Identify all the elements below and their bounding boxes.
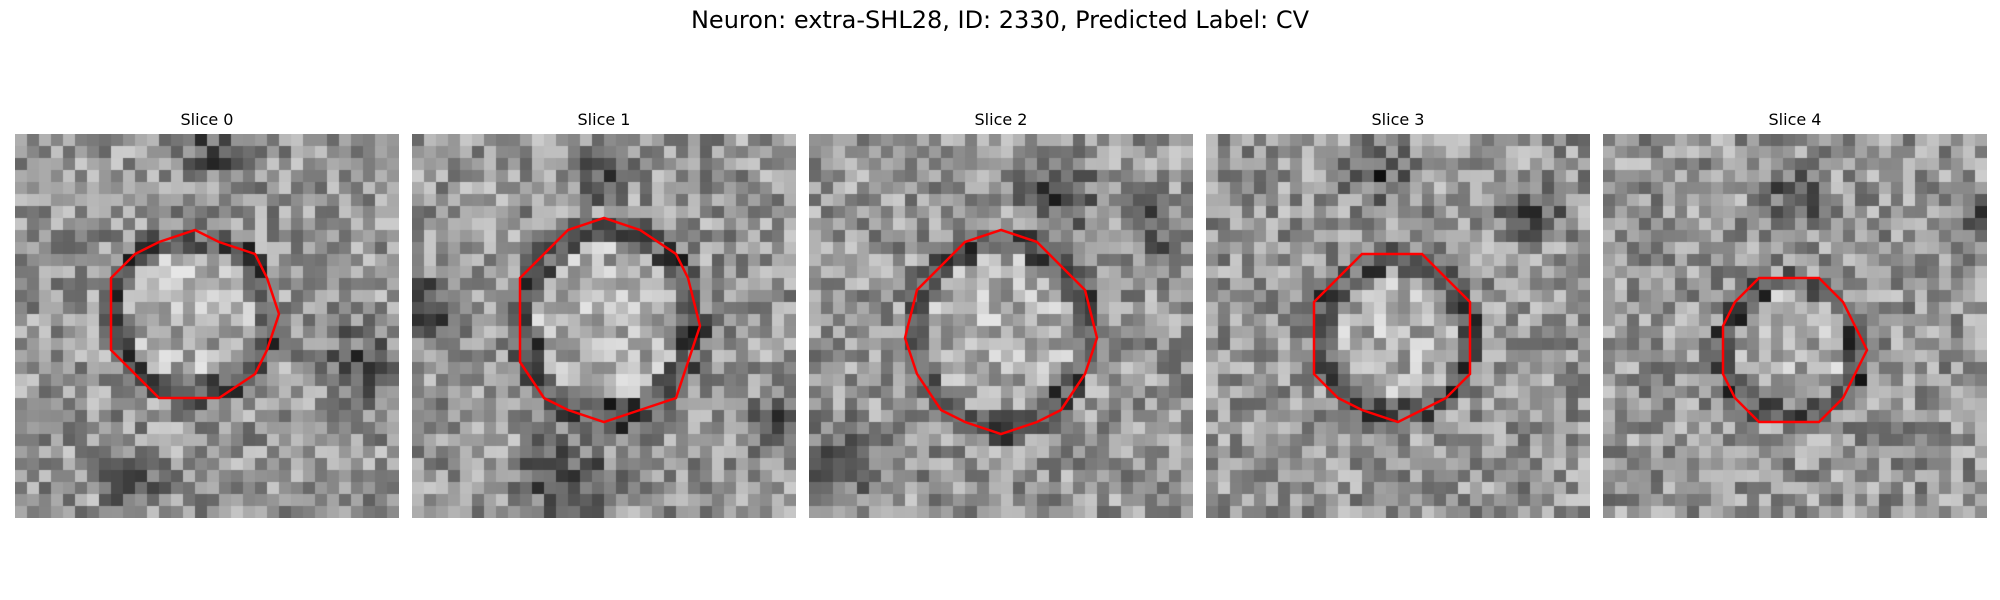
slice-image xyxy=(809,134,1193,518)
figure-title: Neuron: extra-SHL28, ID: 2330, Predicted… xyxy=(690,6,1310,34)
contour-line xyxy=(109,228,281,400)
slice-image xyxy=(1206,134,1590,518)
contour-line xyxy=(518,216,702,424)
slice-title: Slice 2 xyxy=(974,110,1028,129)
segmentation-contour xyxy=(518,216,702,424)
segmentation-contour xyxy=(1721,276,1869,424)
slice-title: Slice 1 xyxy=(577,110,631,129)
slice-title: Slice 0 xyxy=(180,110,234,129)
contour-line xyxy=(1721,276,1869,424)
slice-image xyxy=(1603,134,1987,518)
contour-line xyxy=(1312,252,1472,424)
segmentation-contour xyxy=(903,228,1099,436)
segmentation-contour xyxy=(1312,252,1472,424)
segmentation-contour xyxy=(109,228,281,400)
slice-image xyxy=(412,134,796,518)
contour-line xyxy=(903,228,1099,436)
slice-title: Slice 3 xyxy=(1371,110,1425,129)
slice-title: Slice 4 xyxy=(1768,110,1822,129)
slice-image xyxy=(15,134,399,518)
